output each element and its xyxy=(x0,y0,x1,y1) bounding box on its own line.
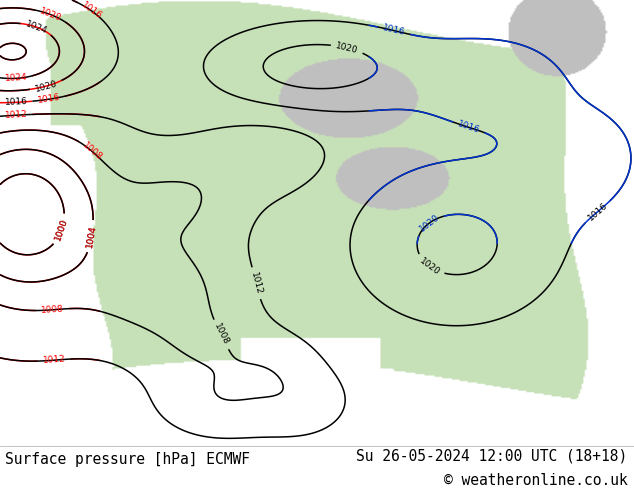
Point xyxy=(0,441,5,449)
Text: 1004: 1004 xyxy=(85,224,98,248)
Text: 1020: 1020 xyxy=(39,6,63,23)
Text: 1008: 1008 xyxy=(41,305,64,315)
Point xyxy=(0,441,5,449)
Point xyxy=(0,441,5,449)
Text: 1024: 1024 xyxy=(4,73,27,83)
Point xyxy=(0,441,5,449)
Text: 1016: 1016 xyxy=(37,93,61,105)
Text: 1016: 1016 xyxy=(586,201,609,223)
Point xyxy=(0,441,5,449)
Text: 1000: 1000 xyxy=(54,218,70,242)
Text: 1016: 1016 xyxy=(456,120,481,135)
Text: 1008: 1008 xyxy=(81,141,104,162)
Point xyxy=(0,441,5,449)
Point xyxy=(0,441,5,449)
Text: Su 26-05-2024 12:00 UTC (18+18): Su 26-05-2024 12:00 UTC (18+18) xyxy=(356,449,628,464)
Point xyxy=(0,441,5,449)
Text: 1016: 1016 xyxy=(4,98,28,107)
Text: 1008: 1008 xyxy=(212,322,230,347)
Text: 1024: 1024 xyxy=(24,19,49,35)
Text: 1012: 1012 xyxy=(249,271,263,295)
Text: 1020: 1020 xyxy=(335,41,359,55)
Point xyxy=(0,441,5,449)
Text: Surface pressure [hPa] ECMWF: Surface pressure [hPa] ECMWF xyxy=(5,452,250,467)
Point xyxy=(0,441,5,449)
Text: 1020: 1020 xyxy=(418,256,441,277)
Text: 1012: 1012 xyxy=(4,110,27,121)
Text: 1016: 1016 xyxy=(80,1,104,22)
Point xyxy=(0,441,5,449)
Text: 1020: 1020 xyxy=(417,213,441,234)
Text: © weatheronline.co.uk: © weatheronline.co.uk xyxy=(444,472,628,488)
Point xyxy=(0,441,5,449)
Text: 1020: 1020 xyxy=(34,79,58,94)
Text: 1000: 1000 xyxy=(54,218,70,242)
Text: 1012: 1012 xyxy=(42,355,66,366)
Text: 1016: 1016 xyxy=(382,24,406,38)
Text: 1004: 1004 xyxy=(85,224,98,248)
